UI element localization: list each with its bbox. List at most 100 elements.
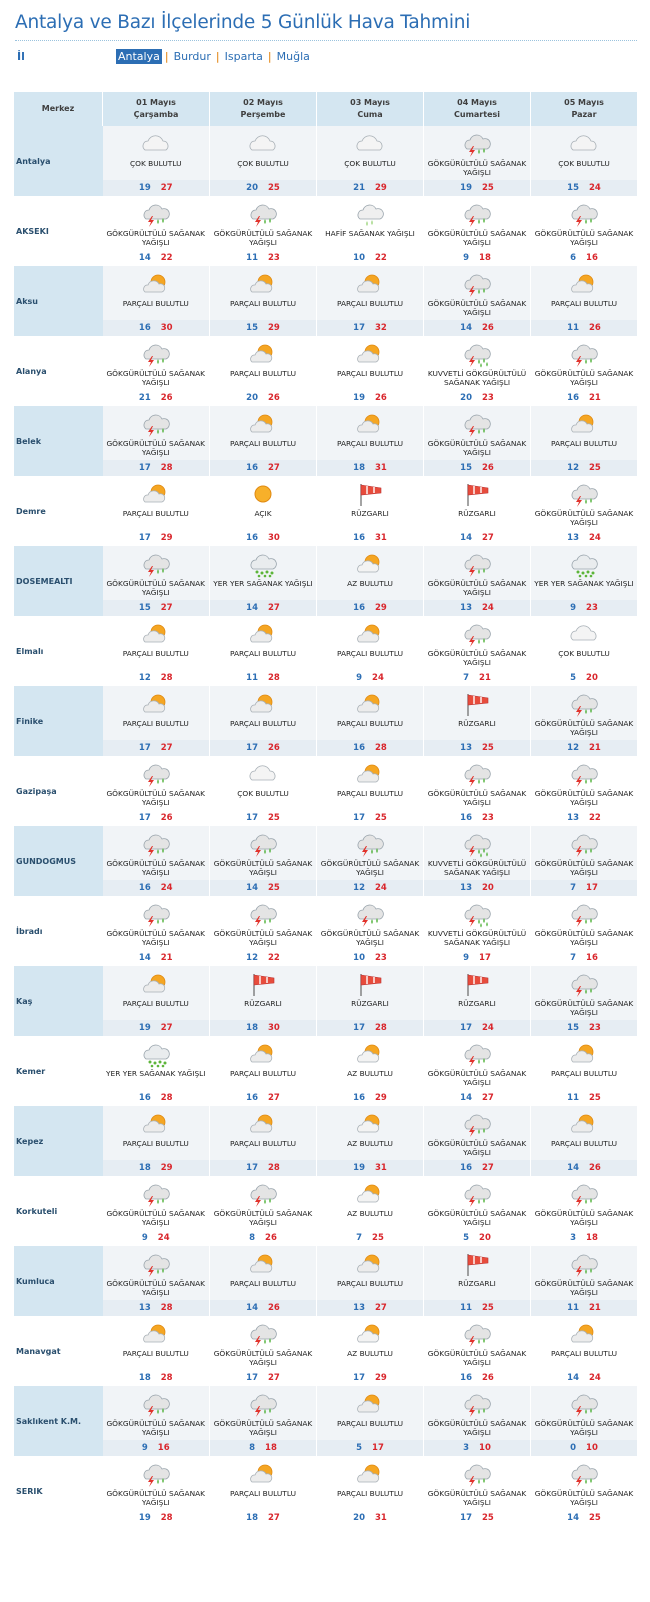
max-temperature: 27 (268, 1513, 280, 1523)
forecast-cell: KUVVETLİ GÖKGÜRÜLTÜLÜ SAĞANAK YAĞIŞLI 20 2… (423, 336, 531, 406)
city-name: AKSEKI (14, 196, 103, 266)
min-temperature: 12 (138, 673, 151, 683)
temperature-range: 12 28 (102, 670, 209, 686)
city-name: İbradı (14, 896, 103, 966)
forecast-row: Kemer YER YER SAĞANAK YAĞIŞLI 16 28 PARÇALI … (14, 1036, 638, 1106)
forecast-row: DOSEMEALTI GÖKGÜRÜLTÜLÜ SAĞANAK YAĞIŞLI 15… (14, 546, 638, 616)
scattered-shower-icon (246, 550, 280, 578)
tab-burdur[interactable]: Burdur (173, 50, 211, 63)
city-name: DOSEMEALTI (14, 546, 103, 616)
condition-label: GÖKGÜRÜLTÜLÜ SAĞANAK YAĞIŞLI (106, 1419, 206, 1437)
max-temperature: 26 (265, 1233, 277, 1243)
windsock-icon (460, 690, 494, 718)
partly-cloudy-icon (353, 270, 387, 298)
thunderstorm-icon (460, 1390, 494, 1418)
max-temperature: 27 (160, 603, 173, 613)
condition-label: PARÇALI BULUTLU (122, 1349, 189, 1358)
tab-mugla[interactable]: Muğla (276, 50, 310, 63)
day-date: 05 Mayıs (564, 98, 604, 107)
temperature-range: 20 23 (424, 390, 530, 406)
city-name: Belek (14, 406, 103, 476)
min-temperature: 12 (353, 883, 365, 893)
forecast-row: Kepez PARÇALI BULUTLU 18 29 PARÇALI BULUTLU 1… (14, 1106, 638, 1176)
condition-label: GÖKGÜRÜLTÜLÜ SAĞANAK YAĞIŞLI (320, 929, 420, 947)
forecast-row: Korkuteli GÖKGÜRÜLTÜLÜ SAĞANAK YAĞIŞLI 9 24… (14, 1176, 638, 1246)
day-date: 02 Mayıs (243, 98, 283, 107)
min-temperature: 14 (246, 603, 258, 613)
condition-label: PARÇALI BULUTLU (337, 1489, 403, 1498)
temperature-range: 9 23 (531, 600, 637, 616)
max-temperature: 25 (482, 1513, 494, 1523)
min-temperature: 19 (138, 1513, 151, 1523)
condition-label: RÜZGARLI (458, 999, 496, 1008)
max-temperature: 25 (482, 1303, 494, 1313)
forecast-cell: PARÇALI BULUTLU 15 29 (209, 266, 317, 336)
temperature-range: 15 29 (210, 320, 316, 336)
temperature-range: 7 21 (424, 670, 530, 686)
min-temperature: 9 (141, 1233, 148, 1243)
day-header: 02 Mayıs Perşembe (209, 92, 317, 126)
day-weekday: Perşembe (240, 110, 286, 119)
min-temperature: 20 (246, 393, 258, 403)
min-temperature: 3 (570, 1233, 577, 1243)
thunderstorm-icon (567, 900, 601, 928)
city-name: Saklıkent K.M. (14, 1386, 103, 1456)
tab-separator: | (215, 50, 220, 63)
temperature-range: 11 25 (424, 1300, 530, 1316)
temperature-range: 19 28 (102, 1510, 209, 1526)
city-name: Kaş (14, 966, 103, 1036)
partly-cloudy-icon (246, 690, 280, 718)
partly-cloudy-icon (246, 270, 280, 298)
min-temperature: 17 (246, 1373, 258, 1383)
temperature-range: 16 29 (317, 1090, 423, 1106)
max-temperature: 24 (372, 673, 384, 683)
thunderstorm-icon (567, 830, 601, 858)
tab-isparta[interactable]: Isparta (224, 50, 263, 63)
min-temperature: 17 (460, 1023, 472, 1033)
forecast-cell: AÇIK 16 30 (209, 476, 317, 546)
max-temperature: 27 (482, 533, 494, 543)
city-name: Alanya (14, 336, 103, 406)
min-temperature: 16 (353, 1093, 365, 1103)
partly-cloudy-icon (246, 1040, 280, 1068)
temperature-range: 7 16 (531, 950, 637, 966)
max-temperature: 26 (375, 393, 387, 403)
tab-antalya[interactable]: Antalya (116, 49, 162, 64)
city-name: Antalya (14, 126, 103, 196)
forecast-cell: GÖKGÜRÜLTÜLÜ SAĞANAK YAĞIŞLI 17 26 (102, 756, 210, 826)
max-temperature: 24 (589, 183, 601, 193)
condition-label: PARÇALI BULUTLU (551, 1349, 617, 1358)
forecast-cell: RÜZGARLI 13 25 (423, 686, 531, 756)
min-temperature: 5 (463, 1233, 470, 1243)
forecast-cell: GÖKGÜRÜLTÜLÜ SAĞANAK YAĞIŞLI 14 25 (530, 1456, 638, 1526)
thunderstorm-icon (567, 760, 601, 788)
condition-label: GÖKGÜRÜLTÜLÜ SAĞANAK YAĞIŞLI (427, 1349, 527, 1367)
day-weekday: Cumartesi (454, 110, 500, 119)
condition-label: GÖKGÜRÜLTÜLÜ SAĞANAK YAĞIŞLI (106, 439, 206, 457)
condition-label: GÖKGÜRÜLTÜLÜ SAĞANAK YAĞIŞLI (534, 789, 634, 807)
condition-label: PARÇALI BULUTLU (230, 369, 296, 378)
forecast-cell: GÖKGÜRÜLTÜLÜ SAĞANAK YAĞIŞLI 13 24 (423, 546, 531, 616)
min-temperature: 15 (567, 1023, 579, 1033)
max-temperature: 21 (589, 743, 601, 753)
heavy-thunderstorm-icon (460, 830, 494, 858)
min-temperature: 19 (138, 1023, 151, 1033)
min-temperature: 9 (463, 253, 470, 263)
temperature-range: 20 25 (210, 180, 316, 196)
light-shower-icon (353, 200, 387, 228)
forecast-cell: GÖKGÜRÜLTÜLÜ SAĞANAK YAĞIŞLI 0 10 (530, 1386, 638, 1456)
thunderstorm-icon (139, 410, 173, 438)
temperature-range: 17 25 (424, 1510, 530, 1526)
forecast-cell: GÖKGÜRÜLTÜLÜ SAĞANAK YAĞIŞLI 11 23 (209, 196, 317, 266)
max-temperature: 24 (482, 603, 494, 613)
min-temperature: 14 (460, 533, 472, 543)
max-temperature: 25 (268, 883, 280, 893)
thunderstorm-icon (567, 1250, 601, 1278)
forecast-cell: GÖKGÜRÜLTÜLÜ SAĞANAK YAĞIŞLI 7 17 (530, 826, 638, 896)
min-temperature: 9 (570, 603, 577, 613)
max-temperature: 24 (375, 883, 387, 893)
forecast-row: Manavgat PARÇALI BULUTLU 18 28 GÖKGÜRÜLTÜLÜ … (14, 1316, 638, 1386)
day-weekday: Cuma (357, 110, 383, 119)
max-temperature: 27 (268, 1093, 280, 1103)
min-temperature: 7 (570, 883, 577, 893)
